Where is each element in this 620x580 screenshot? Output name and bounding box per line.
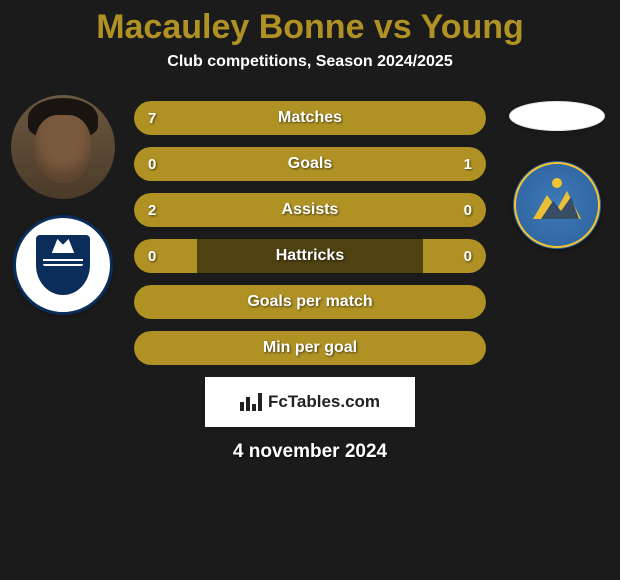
stat-label: Goals [288, 155, 332, 173]
stat-row: 7 Matches [134, 101, 486, 135]
stat-right-value: 0 [464, 202, 472, 219]
page-subtitle: Club competitions, Season 2024/2025 [0, 53, 620, 71]
stat-row: 0 Hattricks 0 [134, 239, 486, 273]
branding-box: FcTables.com [205, 377, 415, 427]
left-club-badge [13, 215, 113, 315]
stat-row: 2 Assists 0 [134, 193, 486, 227]
stat-left-value: 0 [148, 248, 156, 265]
stat-label: Goals per match [247, 293, 372, 311]
left-player-avatar [11, 95, 115, 199]
stat-row: Goals per match [134, 285, 486, 319]
page-title: Macauley Bonne vs Young [0, 0, 620, 47]
content-area: 7 Matches 0 Goals 1 2 Assists 0 0 Hattricks 0 Goals… [0, 101, 620, 463]
date-text: 4 november 2024 [0, 441, 620, 463]
stat-right-value: 1 [464, 156, 472, 173]
stat-row: 0 Goals 1 [134, 147, 486, 181]
stat-label: Matches [278, 109, 342, 127]
southend-shield-icon [36, 235, 90, 295]
stat-label: Assists [282, 201, 339, 219]
left-player-column [8, 95, 118, 315]
torquay-badge-icon [513, 161, 601, 249]
right-player-avatar-placeholder [509, 101, 605, 131]
right-player-column [502, 95, 612, 249]
brand-text: FcTables.com [268, 392, 380, 412]
stat-left-value: 0 [148, 156, 156, 173]
stat-label: Min per goal [263, 339, 357, 357]
stat-bars: 7 Matches 0 Goals 1 2 Assists 0 0 Hattricks 0 Goals… [134, 101, 486, 365]
stat-left-value: 7 [148, 110, 156, 127]
right-club-badge [513, 161, 601, 249]
comparison-card: Macauley Bonne vs Young Club competition… [0, 0, 620, 580]
stat-label: Hattricks [276, 247, 344, 265]
stat-left-value: 2 [148, 202, 156, 219]
stat-row: Min per goal [134, 331, 486, 365]
brand-chart-icon [240, 393, 262, 411]
stat-right-value: 0 [464, 248, 472, 265]
